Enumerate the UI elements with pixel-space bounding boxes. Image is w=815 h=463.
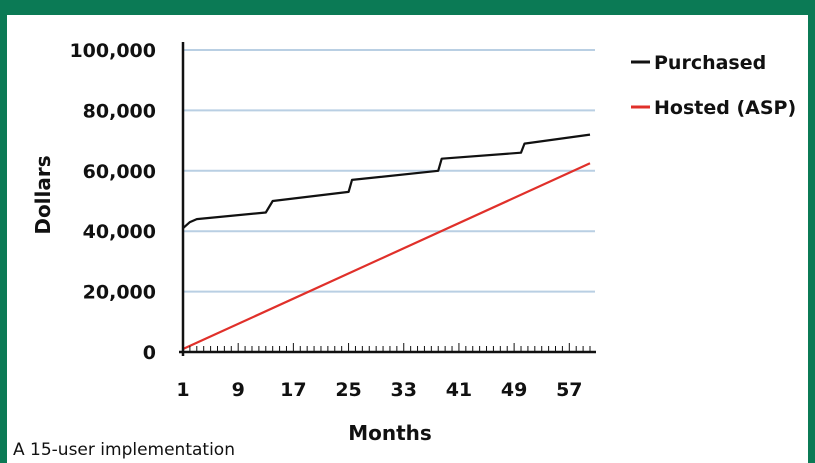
y-tick-label: 100,000 (69, 40, 156, 62)
y-tick-label: 40,000 (83, 221, 156, 243)
figure-caption: A 15-user implementation (13, 440, 235, 460)
series-lines (182, 133, 591, 351)
gridlines (183, 49, 595, 293)
y-tick-label: 20,000 (83, 282, 156, 304)
legend-label: Purchased (654, 52, 766, 74)
x-tick-label: 41 (446, 379, 472, 401)
figure-right-border (808, 0, 815, 463)
x-tick-label: 57 (556, 379, 582, 401)
x-axis-label: Months (348, 421, 432, 445)
figure-left-border (0, 0, 7, 463)
x-tick-label: 9 (232, 379, 245, 401)
x-tick-label: 1 (176, 379, 189, 401)
x-tick-label: 33 (391, 379, 417, 401)
y-axis-label: Dollars (31, 155, 55, 234)
y-tick-label: 60,000 (83, 161, 156, 183)
figure-header-bar (0, 0, 815, 15)
x-tick-label: 49 (501, 379, 527, 401)
series-line-hosted (182, 162, 591, 351)
y-tick-label: 0 (143, 342, 156, 364)
tick-labels: 0 20,000 40,000 60,000 80,000 100,000 1 9 17 25 33… (69, 40, 582, 401)
axes (179, 42, 596, 356)
legend: Purchased Hosted (ASP) (631, 52, 796, 119)
legend-label: Hosted (ASP) (654, 97, 796, 119)
x-tick-label: 17 (280, 379, 306, 401)
x-tick-label: 25 (335, 379, 361, 401)
series-line-purchased (182, 133, 591, 230)
y-tick-label: 80,000 (83, 100, 156, 122)
